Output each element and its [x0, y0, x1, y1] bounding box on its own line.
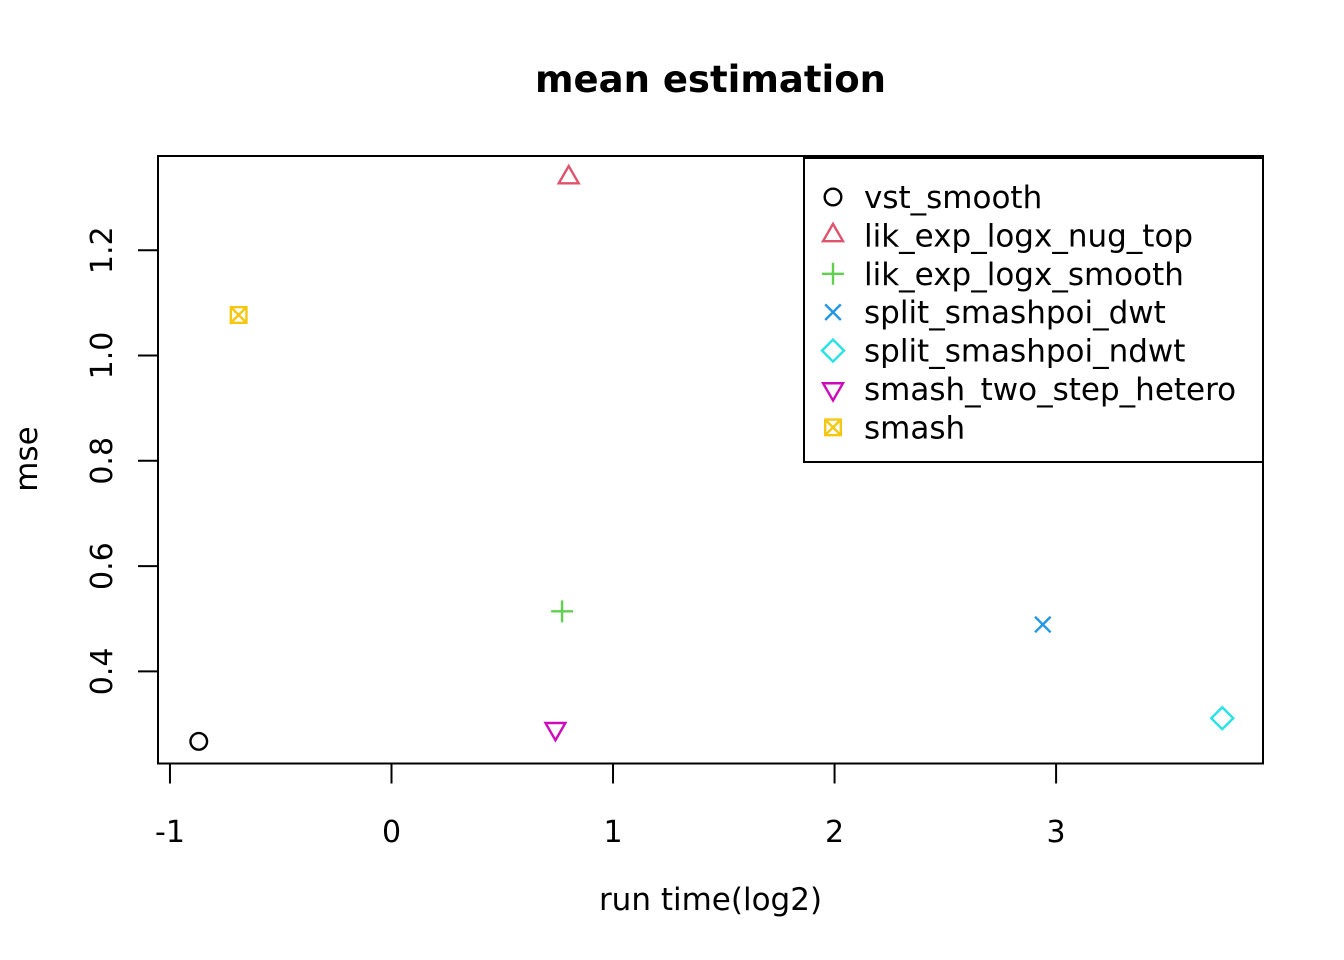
- legend-marker-vst_smooth: [823, 187, 843, 207]
- y-tick-label: 0.8: [85, 437, 120, 485]
- x-tick-label: 2: [825, 815, 844, 850]
- legend-label-lik_exp_logx_nug_top: lik_exp_logx_nug_top: [864, 218, 1193, 254]
- x-marker-shape: [824, 303, 842, 321]
- plus-marker-shape: [822, 262, 844, 285]
- diamond-marker-shape: [820, 337, 846, 364]
- legend-label-lik_exp_logx_smooth: lik_exp_logx_smooth: [864, 257, 1184, 293]
- legend-label-split_smashpoi_ndwt: split_smashpoi_ndwt: [864, 334, 1185, 370]
- y-tick-label: 0.4: [85, 648, 120, 696]
- data-point-smash: [229, 305, 248, 324]
- legend-marker-smash: [824, 418, 842, 437]
- legend-marker-split_smashpoi_dwt: [824, 303, 842, 321]
- x-tick-label: -1: [155, 815, 185, 850]
- triangle-up-marker-shape: [556, 163, 581, 185]
- y-tick-label: 0.6: [85, 542, 120, 590]
- data-point-smash_two_step_hetero: [543, 721, 568, 743]
- circle-marker-shape: [823, 187, 843, 207]
- legend-marker-lik_exp_logx_smooth: [822, 262, 844, 285]
- diamond-marker-shape: [1209, 705, 1235, 731]
- data-point-lik_exp_logx_nug_top: [556, 163, 581, 185]
- x-tick-label: 0: [382, 815, 401, 850]
- legend-box: [803, 157, 1264, 463]
- plus-marker-shape: [551, 600, 574, 623]
- triangle-up-marker-shape: [820, 221, 846, 243]
- square-x-marker-shape: [229, 305, 248, 324]
- square-x-marker-shape: [824, 418, 842, 437]
- x-tick-label: 1: [603, 815, 622, 850]
- legend-label-vst_smooth: vst_smooth: [864, 180, 1042, 216]
- x-marker-shape: [1034, 615, 1052, 634]
- legend-label-smash_two_step_hetero: smash_two_step_hetero: [864, 372, 1236, 408]
- legend-marker-split_smashpoi_ndwt: [820, 337, 846, 364]
- legend-marker-lik_exp_logx_nug_top: [820, 221, 846, 243]
- triangle-down-marker-shape: [543, 721, 568, 743]
- y-tick-label: 1.2: [85, 226, 120, 274]
- x-tick-label: 3: [1047, 815, 1066, 850]
- data-point-split_smashpoi_ndwt: [1209, 705, 1235, 731]
- data-point-vst_smooth: [189, 731, 209, 751]
- legend-marker-smash_two_step_hetero: [820, 382, 846, 403]
- chart-title: mean estimation: [535, 58, 886, 101]
- y-tick-label: 1.0: [85, 332, 120, 380]
- triangle-down-marker-shape: [820, 382, 846, 403]
- data-point-split_smashpoi_dwt: [1034, 615, 1052, 634]
- data-point-lik_exp_logx_smooth: [551, 600, 574, 623]
- legend-label-smash: smash: [864, 410, 965, 446]
- circle-marker-shape: [189, 731, 209, 751]
- legend-label-split_smashpoi_dwt: split_smashpoi_dwt: [864, 295, 1166, 331]
- x-axis-label: run time(log2): [598, 882, 823, 918]
